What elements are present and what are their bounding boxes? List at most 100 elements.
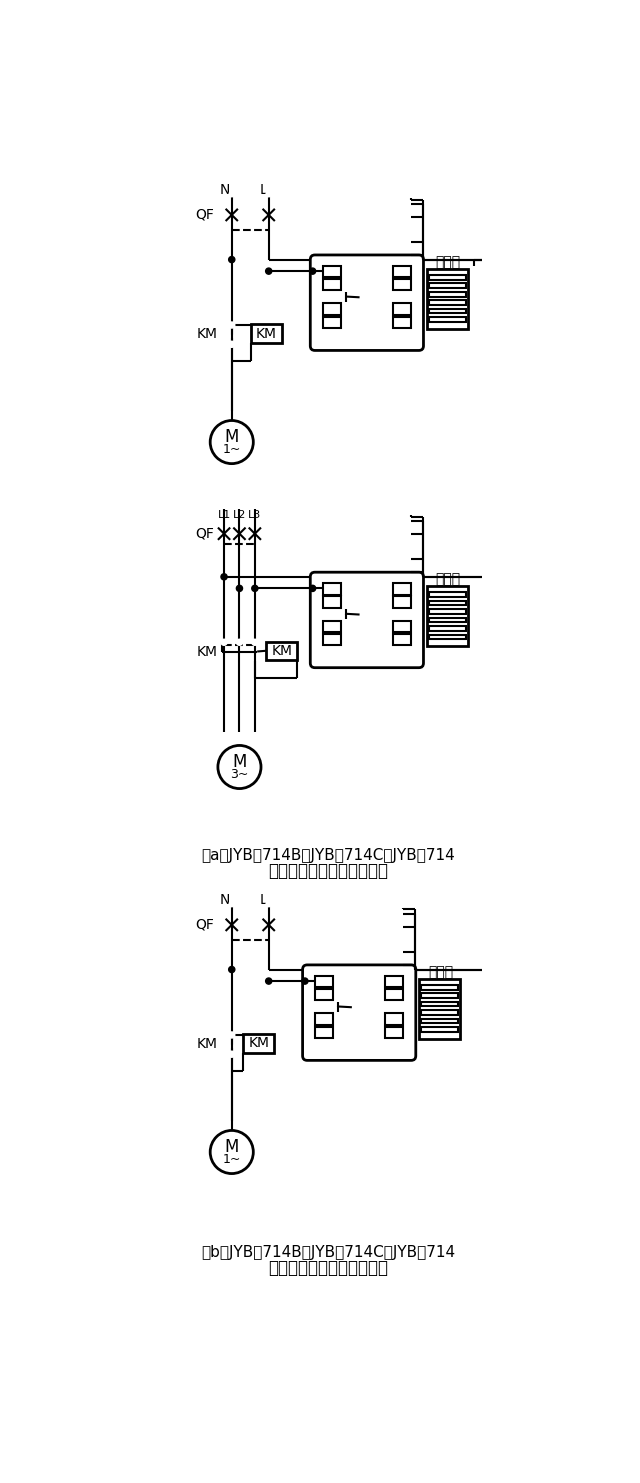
Text: 5: 5 — [399, 635, 405, 645]
Circle shape — [221, 574, 227, 580]
Bar — [393, 316, 411, 328]
Text: 1: 1 — [328, 267, 335, 276]
Text: 8: 8 — [398, 267, 406, 276]
Text: QF: QF — [196, 526, 214, 541]
Bar — [323, 583, 341, 595]
Bar — [421, 1028, 458, 1032]
FancyBboxPatch shape — [303, 965, 416, 1060]
Text: 4: 4 — [328, 317, 335, 328]
Bar — [429, 601, 466, 605]
Text: L2: L2 — [233, 510, 246, 521]
Circle shape — [252, 639, 257, 645]
Circle shape — [252, 586, 258, 592]
Bar — [385, 1013, 403, 1025]
Text: 高中低: 高中低 — [428, 965, 453, 979]
Circle shape — [228, 967, 235, 973]
Text: 2: 2 — [321, 989, 328, 1000]
FancyBboxPatch shape — [310, 572, 424, 667]
Bar — [315, 1026, 333, 1038]
Text: 2: 2 — [328, 596, 335, 607]
Bar — [393, 596, 411, 608]
Text: N: N — [220, 893, 230, 908]
Bar — [323, 596, 341, 608]
Text: N: N — [220, 184, 230, 197]
Text: KM: KM — [197, 328, 218, 341]
Circle shape — [236, 586, 243, 592]
Text: 7: 7 — [398, 280, 406, 289]
Text: M: M — [225, 427, 239, 446]
Text: 3~: 3~ — [230, 768, 248, 782]
Circle shape — [229, 341, 234, 347]
Bar — [393, 265, 411, 277]
Text: 液位继电器排水方式接线图: 液位继电器排水方式接线图 — [268, 1259, 388, 1277]
Text: 1: 1 — [328, 584, 335, 593]
Text: 3: 3 — [328, 304, 335, 314]
Text: 8: 8 — [398, 584, 406, 593]
Text: （b）JYB－714B、JYB－714C、JYB－714: （b）JYB－714B、JYB－714C、JYB－714 — [201, 1244, 455, 1259]
Bar — [323, 279, 341, 291]
Text: QF: QF — [196, 208, 214, 222]
Bar — [421, 1003, 458, 1007]
Bar — [429, 317, 466, 322]
Bar — [429, 283, 466, 288]
Text: 6: 6 — [399, 621, 405, 632]
Circle shape — [266, 268, 272, 274]
Text: KM: KM — [271, 644, 292, 658]
Circle shape — [237, 639, 242, 645]
Circle shape — [210, 1130, 253, 1173]
Circle shape — [310, 268, 316, 274]
Text: 1~: 1~ — [223, 443, 241, 457]
Bar — [427, 268, 468, 329]
Text: 7: 7 — [390, 989, 398, 1000]
Text: 3: 3 — [321, 1014, 328, 1025]
Text: 4: 4 — [321, 1028, 328, 1037]
Text: 5: 5 — [399, 317, 405, 328]
Text: KM: KM — [197, 645, 218, 658]
Bar — [385, 989, 403, 1001]
Text: 6: 6 — [390, 1014, 397, 1025]
Bar — [429, 301, 466, 305]
Text: L: L — [259, 893, 267, 908]
Circle shape — [229, 1051, 234, 1057]
Bar — [393, 621, 411, 632]
Circle shape — [230, 191, 234, 196]
Text: L3: L3 — [248, 510, 262, 521]
Bar — [429, 292, 466, 297]
Bar — [323, 316, 341, 328]
Bar — [243, 1034, 274, 1053]
Text: 5: 5 — [390, 1028, 397, 1037]
Text: KM: KM — [197, 1037, 218, 1051]
Circle shape — [210, 421, 253, 464]
Text: KM: KM — [256, 326, 277, 341]
Bar — [393, 633, 411, 645]
Text: QF: QF — [196, 918, 214, 931]
Text: 8: 8 — [390, 976, 398, 986]
Circle shape — [228, 257, 235, 262]
Bar — [323, 621, 341, 632]
Bar — [323, 304, 341, 314]
Text: L1: L1 — [218, 510, 230, 521]
Bar — [429, 274, 466, 280]
Text: 1~: 1~ — [223, 1154, 241, 1166]
Circle shape — [230, 902, 234, 906]
Bar — [251, 325, 282, 343]
Bar — [429, 308, 466, 313]
Bar — [393, 304, 411, 314]
Circle shape — [266, 902, 271, 906]
Bar — [315, 976, 333, 988]
Bar — [315, 1013, 333, 1025]
Circle shape — [229, 322, 234, 328]
Text: 3: 3 — [328, 621, 335, 632]
Bar — [421, 994, 458, 998]
Bar — [429, 592, 466, 596]
Bar — [315, 989, 333, 1001]
Bar — [429, 610, 466, 614]
Text: 高中低: 高中低 — [436, 572, 461, 586]
Bar — [385, 1026, 403, 1038]
Circle shape — [266, 191, 271, 196]
Text: 2: 2 — [328, 280, 335, 289]
Bar — [421, 1010, 458, 1014]
Circle shape — [310, 586, 316, 592]
Text: 4: 4 — [328, 635, 335, 645]
Text: 6: 6 — [399, 304, 405, 314]
